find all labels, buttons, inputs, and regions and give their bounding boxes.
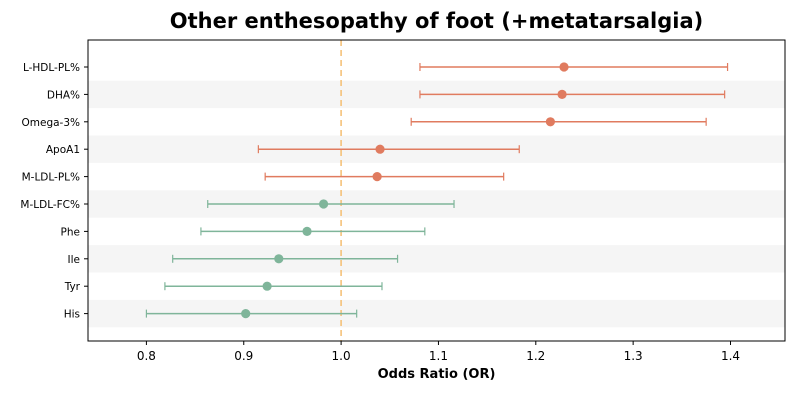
y-tick-label: M-LDL-PL% (22, 172, 80, 184)
y-tick-label: Omega-3% (22, 117, 81, 129)
point-estimate (262, 281, 272, 291)
y-tick-label: ApoA1 (46, 144, 80, 156)
error-bar (257, 145, 520, 154)
x-ticks: 0.8 0.9 1.0 1.1 1.2 1.3 1.4 (137, 341, 740, 363)
point-estimate (302, 226, 312, 236)
chart-title: Other enthesopathy of foot (+metatarsalg… (169, 9, 704, 33)
point-estimate (318, 199, 329, 209)
error-bars (145, 63, 729, 318)
plot-frame (87, 39, 786, 342)
point-estimate (559, 62, 569, 72)
error-bar (410, 117, 707, 126)
error-bar (419, 90, 726, 99)
error-bar (419, 63, 729, 71)
error-bar (145, 309, 358, 318)
y-tick-label: Phe (61, 226, 80, 238)
x-tick-label: 1.0 (332, 349, 351, 363)
error-bar (200, 227, 426, 236)
y-tick-label: Ile (68, 254, 80, 266)
x-tick-label: 0.8 (137, 349, 156, 363)
x-tick-label: 1.3 (624, 349, 643, 363)
point-estimate (241, 309, 251, 319)
y-tick-label: Tyr (64, 281, 81, 293)
x-tick-label: 0.9 (234, 349, 253, 363)
point-estimate (557, 89, 567, 99)
y-tick-label: M-LDL-FC% (20, 199, 80, 211)
y-tick-label: DHA% (47, 89, 80, 101)
y-ticks: L-HDL-PL% DHA% Omega-3% ApoA1 M-LDL-PL% M-LDL… (20, 62, 88, 321)
point-estimate (372, 172, 382, 182)
y-tick-label: L-HDL-PL% (23, 62, 80, 74)
point-estimate (545, 117, 555, 127)
x-axis-label: Odds Ratio (OR) (377, 367, 496, 382)
error-bar (207, 200, 455, 208)
x-tick-label: 1.2 (526, 349, 545, 363)
x-tick-label: 1.1 (429, 349, 448, 363)
error-bar (264, 172, 505, 181)
error-bar (172, 254, 399, 263)
x-tick-label: 1.4 (721, 349, 740, 363)
points (241, 62, 569, 319)
y-tick-label: His (64, 309, 80, 321)
error-bar (164, 282, 383, 291)
point-estimate (274, 254, 284, 264)
point-estimate (375, 144, 385, 154)
